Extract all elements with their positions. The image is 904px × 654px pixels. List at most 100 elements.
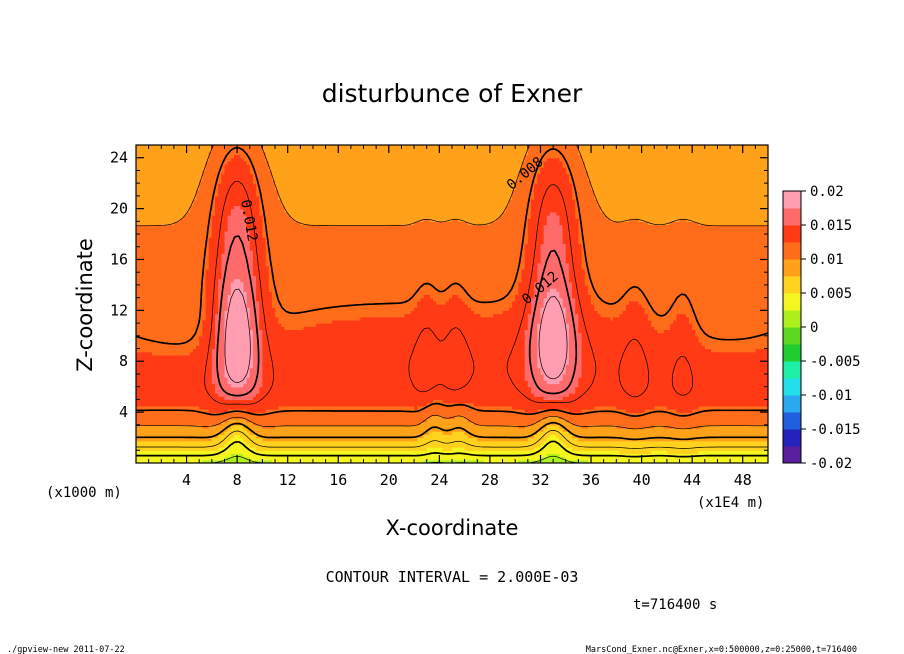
field-cell: [173, 443, 178, 448]
field-cell: [540, 453, 545, 458]
field-cell: [344, 459, 349, 463]
field-cell: [252, 447, 257, 451]
field-cell: [452, 459, 456, 463]
field-cell: [398, 447, 403, 451]
field-cell: [306, 450, 311, 455]
field-cell: [287, 440, 292, 445]
field-cell: [407, 456, 412, 461]
field-cell: [723, 459, 728, 463]
field-cell: [265, 447, 270, 451]
field-cell: [180, 459, 184, 463]
field-cell: [556, 447, 561, 451]
field-cell: [312, 450, 317, 455]
field-cell: [410, 459, 415, 463]
field-cell: [265, 450, 270, 455]
field-cell: [499, 447, 504, 451]
field-cell: [249, 447, 254, 451]
field-cell: [306, 459, 311, 463]
field-cell: [287, 447, 292, 451]
field-cell: [309, 443, 314, 448]
field-cell: [515, 459, 519, 463]
field-cell: [183, 459, 188, 463]
field-cell: [458, 453, 463, 458]
field-cell: [739, 447, 744, 451]
field-cell: [568, 456, 573, 461]
field-cell: [376, 459, 380, 463]
field-cell: [145, 456, 150, 461]
field-cell: [224, 453, 229, 458]
field-cell: [685, 459, 690, 463]
field-cell: [565, 453, 570, 458]
field-cell: [496, 443, 500, 448]
field-cell: [720, 450, 725, 455]
field-cell: [322, 456, 327, 461]
field-cell: [322, 450, 327, 455]
field-cell: [480, 440, 485, 445]
field-cell: [464, 459, 469, 463]
field-cell: [758, 443, 763, 448]
field-cell: [366, 440, 371, 445]
field-cell: [164, 440, 169, 445]
field-cell: [726, 447, 731, 451]
field-cell: [391, 447, 396, 451]
field-cell: [518, 450, 523, 455]
field-cell: [521, 447, 526, 451]
field-cell: [417, 447, 421, 451]
field-cell: [319, 459, 324, 463]
field-cell: [439, 447, 444, 451]
field-cell: [328, 456, 333, 461]
field-cell: [404, 456, 409, 461]
field-cell: [297, 447, 301, 451]
field-cell: [663, 443, 668, 448]
field-cell: [562, 456, 567, 461]
field-cell: [331, 443, 336, 448]
field-cell: [303, 443, 308, 448]
field-cell: [385, 450, 390, 455]
field-cell: [742, 443, 747, 448]
field-cell: [689, 450, 693, 455]
field-cell: [628, 447, 633, 451]
field-cell: [445, 459, 450, 463]
field-cell: [294, 440, 298, 445]
field-cell: [625, 459, 630, 463]
field-cell: [158, 440, 162, 445]
field-cell: [142, 447, 147, 451]
field-cell: [515, 447, 519, 451]
field-cell: [518, 447, 523, 451]
field-cell: [546, 453, 551, 458]
field-cell: [202, 440, 207, 445]
field-cell: [679, 447, 684, 451]
field-cell: [610, 450, 614, 455]
field-cell: [568, 459, 573, 463]
field-cell: [654, 443, 658, 448]
field-cell: [714, 459, 719, 463]
field-cell: [167, 443, 172, 448]
field-cell: [619, 459, 624, 463]
field-cell: [322, 440, 327, 445]
field-cell: [240, 453, 245, 458]
field-cell: [240, 440, 245, 445]
field-cell: [531, 450, 535, 455]
field-cell: [464, 456, 469, 461]
field-cell: [439, 456, 444, 461]
field-cell: [268, 447, 273, 451]
field-cell: [584, 456, 589, 461]
field-cell: [464, 453, 469, 458]
field-cell: [584, 450, 589, 455]
field-cell: [382, 456, 387, 461]
field-cell: [192, 443, 197, 448]
field-cell: [252, 453, 257, 458]
field-cell: [641, 443, 646, 448]
field-cell: [347, 459, 352, 463]
field-cell: [603, 447, 608, 451]
field-cell: [442, 453, 447, 458]
field-cell: [562, 450, 567, 455]
field-cell: [452, 447, 456, 451]
field-cell: [281, 440, 286, 445]
field-cell: [638, 443, 643, 448]
field-cell: [306, 440, 311, 445]
field-cell: [572, 459, 576, 463]
field-cell: [442, 456, 447, 461]
field-cell: [278, 456, 282, 461]
field-cell: [429, 440, 434, 445]
